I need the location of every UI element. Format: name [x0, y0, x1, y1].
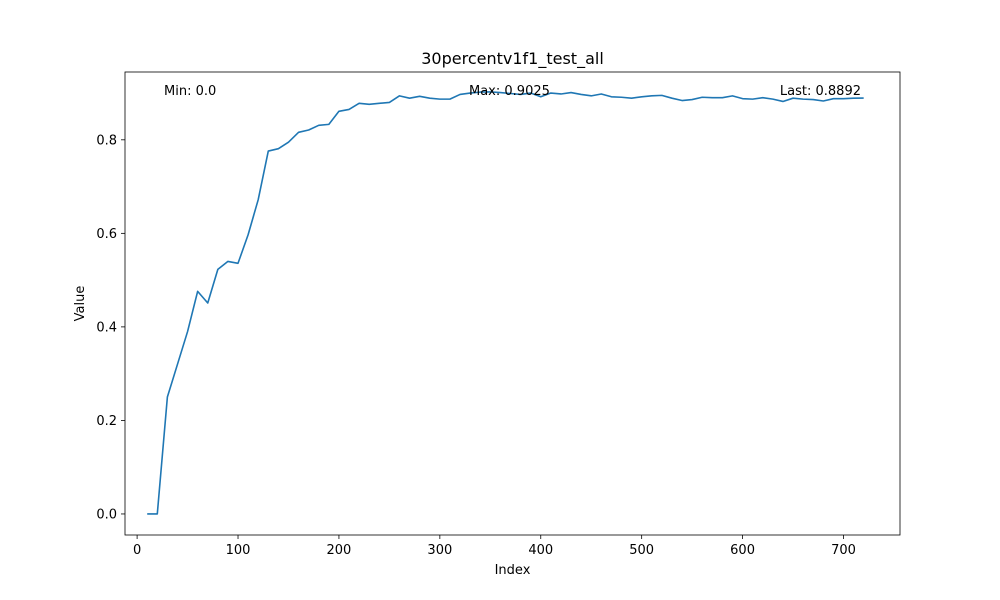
y-tick-label: 0.8	[96, 133, 117, 148]
x-tick-label: 400	[528, 543, 553, 558]
series-line	[147, 91, 864, 515]
y-tick-label: 0.2	[96, 414, 117, 429]
x-tick-label: 300	[427, 543, 452, 558]
max-annotation: Max: 0.9025	[469, 84, 550, 99]
x-tick-label: 200	[327, 543, 352, 558]
y-tick-label: 0.0	[96, 507, 117, 522]
plot-area-frame	[124, 71, 901, 536]
chart-title: 30percentv1f1_test_all	[421, 49, 604, 69]
y-axis: 0.0 0.2 0.4 0.6 0.8	[96, 133, 125, 522]
min-annotation: Min: 0.0	[164, 84, 216, 99]
x-tick-label: 100	[226, 543, 251, 558]
x-tick-label: 0	[133, 543, 141, 558]
last-annotation: Last: 0.8892	[780, 84, 861, 99]
x-tick-label: 500	[629, 543, 654, 558]
x-tick-label: 700	[831, 543, 856, 558]
x-axis-label: Index	[495, 563, 531, 578]
x-tick-label: 600	[730, 543, 755, 558]
y-axis-label: Value	[73, 286, 88, 322]
x-axis: 0 100 200 300 400 500 600 700	[133, 535, 856, 558]
y-tick-label: 0.6	[96, 227, 117, 242]
y-tick-label: 0.4	[96, 320, 117, 335]
